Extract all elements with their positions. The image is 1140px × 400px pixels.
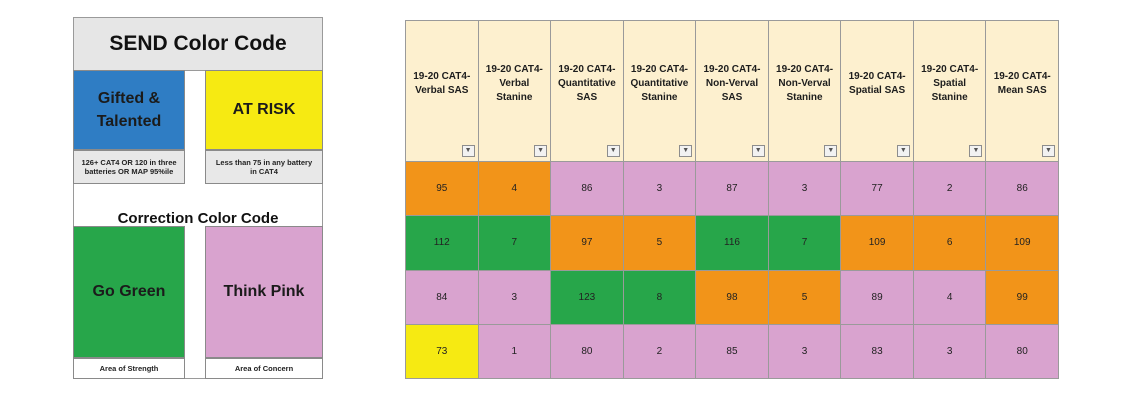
table-cell: 77 — [841, 162, 914, 217]
table-cell: 83 — [841, 324, 914, 379]
go-green-label: Go Green — [92, 283, 166, 300]
table-cell: 89 — [841, 270, 914, 325]
column-header-label: 19-20 CAT4- Quantitative SAS — [557, 64, 616, 103]
table-cell: 8 — [623, 270, 697, 325]
table-cell: 84 — [406, 270, 479, 325]
table-cell: 86 — [986, 162, 1059, 217]
table-cell: 97 — [551, 216, 624, 271]
column-header-label: 19-20 CAT4- Verbal Stanine — [485, 64, 543, 103]
filter-dropdown-icon[interactable]: ▼ — [1042, 145, 1055, 157]
think-pink-label: Think Pink — [223, 283, 305, 300]
table-cell: 109 — [841, 216, 914, 271]
table-cell: 2 — [623, 324, 697, 379]
table-cell: 95 — [406, 162, 479, 217]
filter-dropdown-icon[interactable]: ▼ — [534, 145, 548, 157]
table-cell: 3 — [768, 324, 842, 379]
at-risk-criteria-caption: Less than 75 in any battery in CAT4 — [205, 150, 323, 184]
at-risk-label: AT RISK — [232, 101, 296, 118]
column-header-label: 19-20 CAT4- Non-Verval SAS — [703, 64, 761, 103]
table-cell: 5 — [768, 270, 842, 325]
table-cell: 4 — [478, 162, 552, 217]
table-cell: 85 — [696, 324, 769, 379]
gifted-talented-label: Gifted & Talented — [96, 90, 162, 130]
table-cell: 123 — [551, 270, 624, 325]
table-cell: 3 — [913, 324, 987, 379]
table-cell: 80 — [986, 324, 1059, 379]
table-cell: 5 — [623, 216, 697, 271]
table-cell: 80 — [551, 324, 624, 379]
column-header: 19-20 CAT4- Non-Verval Stanine ▼ — [768, 21, 842, 162]
column-header-label: 19-20 CAT4- Spatial Stanine — [921, 64, 979, 103]
filter-dropdown-icon[interactable]: ▼ — [679, 145, 693, 157]
area-of-strength-caption: Area of Strength — [73, 358, 185, 379]
column-header-label: 19-20 CAT4- Quantitative Stanine — [630, 64, 689, 103]
table-cell: 87 — [696, 162, 769, 217]
table-cell: 3 — [478, 270, 552, 325]
table-cell: 6 — [913, 216, 987, 271]
think-pink-swatch: Think Pink — [205, 226, 323, 358]
color-legend-panel: SEND Color Code Gifted & Talented AT RIS… — [73, 17, 323, 379]
at-risk-swatch: AT RISK — [205, 70, 323, 150]
filter-dropdown-icon[interactable]: ▼ — [606, 145, 620, 157]
area-of-concern-caption: Area of Concern — [205, 358, 323, 379]
filter-dropdown-icon[interactable]: ▼ — [461, 145, 475, 157]
cat4-score-table: 19-20 CAT4- Verbal SAS ▼ 19-20 CAT4- Verba… — [405, 20, 1059, 379]
table-cell: 73 — [406, 324, 479, 379]
table-cell: 3 — [768, 162, 842, 217]
table-cell: 7 — [768, 216, 842, 271]
column-header-label: 19-20 CAT4- Verbal SAS — [413, 71, 471, 96]
table-cell: 116 — [696, 216, 769, 271]
table-cell: 3 — [623, 162, 697, 217]
table-cell: 112 — [406, 216, 479, 271]
filter-dropdown-icon[interactable]: ▼ — [751, 145, 765, 157]
column-header: 19-20 CAT4- Non-Verval SAS ▼ — [696, 21, 769, 162]
column-header: 19-20 CAT4- Spatial Stanine ▼ — [913, 21, 987, 162]
table-cell: 109 — [986, 216, 1059, 271]
column-header: 19-20 CAT4- Verbal SAS ▼ — [406, 21, 479, 162]
gifted-talented-swatch: Gifted & Talented — [73, 70, 185, 150]
go-green-swatch: Go Green — [73, 226, 185, 358]
table-cell: 4 — [913, 270, 987, 325]
column-header-label: 19-20 CAT4- Spatial SAS — [848, 71, 906, 96]
table-cell: 98 — [696, 270, 769, 325]
table-cell: 7 — [478, 216, 552, 271]
column-header: 19-20 CAT4- Verbal Stanine ▼ — [478, 21, 552, 162]
filter-dropdown-icon[interactable]: ▼ — [824, 145, 838, 157]
correction-color-code-title: Correction Color Code — [117, 209, 279, 227]
table-cell: 1 — [478, 324, 552, 379]
column-header: 19-20 CAT4- Mean SAS ▼ — [986, 21, 1059, 162]
table-cell: 86 — [551, 162, 624, 217]
send-color-code-title: SEND Color Code — [74, 18, 322, 71]
column-header: 19-20 CAT4- Quantitative Stanine ▼ — [623, 21, 697, 162]
column-header: 19-20 CAT4- Quantitative SAS ▼ — [551, 21, 624, 162]
column-header-label: 19-20 CAT4- Mean SAS — [993, 71, 1051, 96]
table-cell: 2 — [913, 162, 987, 217]
filter-dropdown-icon[interactable]: ▼ — [969, 145, 983, 157]
gifted-criteria-caption: 126+ CAT4 OR 120 in three batteries OR M… — [73, 150, 185, 184]
table-cell: 99 — [986, 270, 1059, 325]
filter-dropdown-icon[interactable]: ▼ — [896, 145, 910, 157]
column-header-label: 19-20 CAT4- Non-Verval Stanine — [776, 64, 834, 103]
column-header: 19-20 CAT4- Spatial SAS ▼ — [841, 21, 914, 162]
